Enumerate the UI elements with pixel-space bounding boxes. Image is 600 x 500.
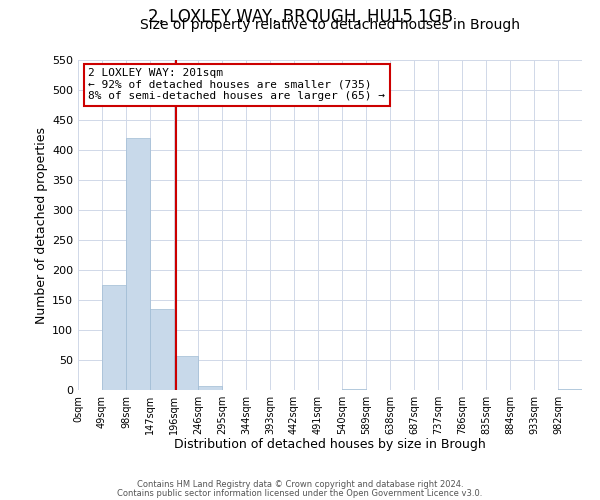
Bar xyxy=(150,309,174,390)
Bar xyxy=(558,389,582,390)
Bar xyxy=(198,386,222,390)
Text: Contains HM Land Registry data © Crown copyright and database right 2024.: Contains HM Land Registry data © Crown c… xyxy=(137,480,463,489)
Text: Contains public sector information licensed under the Open Government Licence v3: Contains public sector information licen… xyxy=(118,488,482,498)
Bar xyxy=(102,285,126,390)
X-axis label: Distribution of detached houses by size in Brough: Distribution of detached houses by size … xyxy=(174,438,486,452)
Bar xyxy=(126,138,150,390)
Text: 2, LOXLEY WAY, BROUGH, HU15 1GB: 2, LOXLEY WAY, BROUGH, HU15 1GB xyxy=(148,8,452,26)
Text: 2 LOXLEY WAY: 201sqm
← 92% of detached houses are smaller (735)
8% of semi-detac: 2 LOXLEY WAY: 201sqm ← 92% of detached h… xyxy=(88,68,385,102)
Bar xyxy=(342,389,366,390)
Y-axis label: Number of detached properties: Number of detached properties xyxy=(35,126,48,324)
Title: Size of property relative to detached houses in Brough: Size of property relative to detached ho… xyxy=(140,18,520,32)
Bar xyxy=(174,356,198,390)
